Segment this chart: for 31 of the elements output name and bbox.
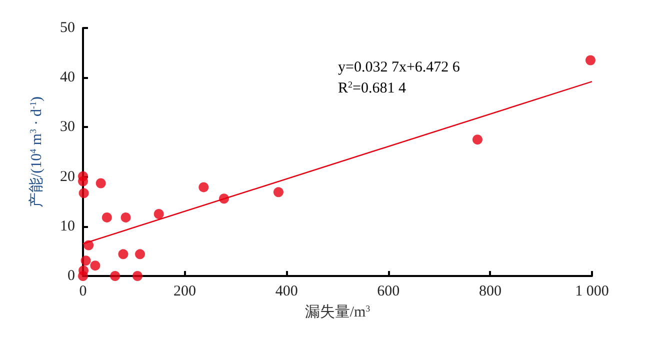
point <box>198 182 209 192</box>
x-tick-label: 1 000 <box>575 284 609 300</box>
point <box>132 271 142 281</box>
x-tick-label: 600 <box>377 284 400 300</box>
point <box>472 134 482 145</box>
point <box>96 178 106 188</box>
point <box>78 188 89 198</box>
y-tick-label: 40 <box>60 70 75 86</box>
point <box>78 271 88 281</box>
y-tick-label: 50 <box>60 20 75 36</box>
point <box>110 271 120 281</box>
x-tick-label: 400 <box>275 284 298 300</box>
point <box>118 249 128 260</box>
x-tick-label: 200 <box>174 284 196 300</box>
point <box>154 209 164 219</box>
y-tick-label: 20 <box>60 168 75 185</box>
y-tick-label: 30 <box>60 119 75 136</box>
y-tick-label: 0 <box>68 268 75 284</box>
y-axis-title: 产能/(104 m3 · d-1) <box>28 96 45 208</box>
x-tick-label: 800 <box>478 284 502 300</box>
point <box>80 256 91 266</box>
point <box>120 212 131 222</box>
point <box>135 249 146 260</box>
point <box>273 187 284 198</box>
point <box>78 176 88 186</box>
y-tick-label: 10 <box>60 218 75 234</box>
point <box>90 260 100 271</box>
annotation: y=0.032 7x+6.472 6 <box>338 60 460 76</box>
point <box>102 212 112 222</box>
point <box>585 55 596 66</box>
x-tick-label: 0 <box>79 284 87 300</box>
